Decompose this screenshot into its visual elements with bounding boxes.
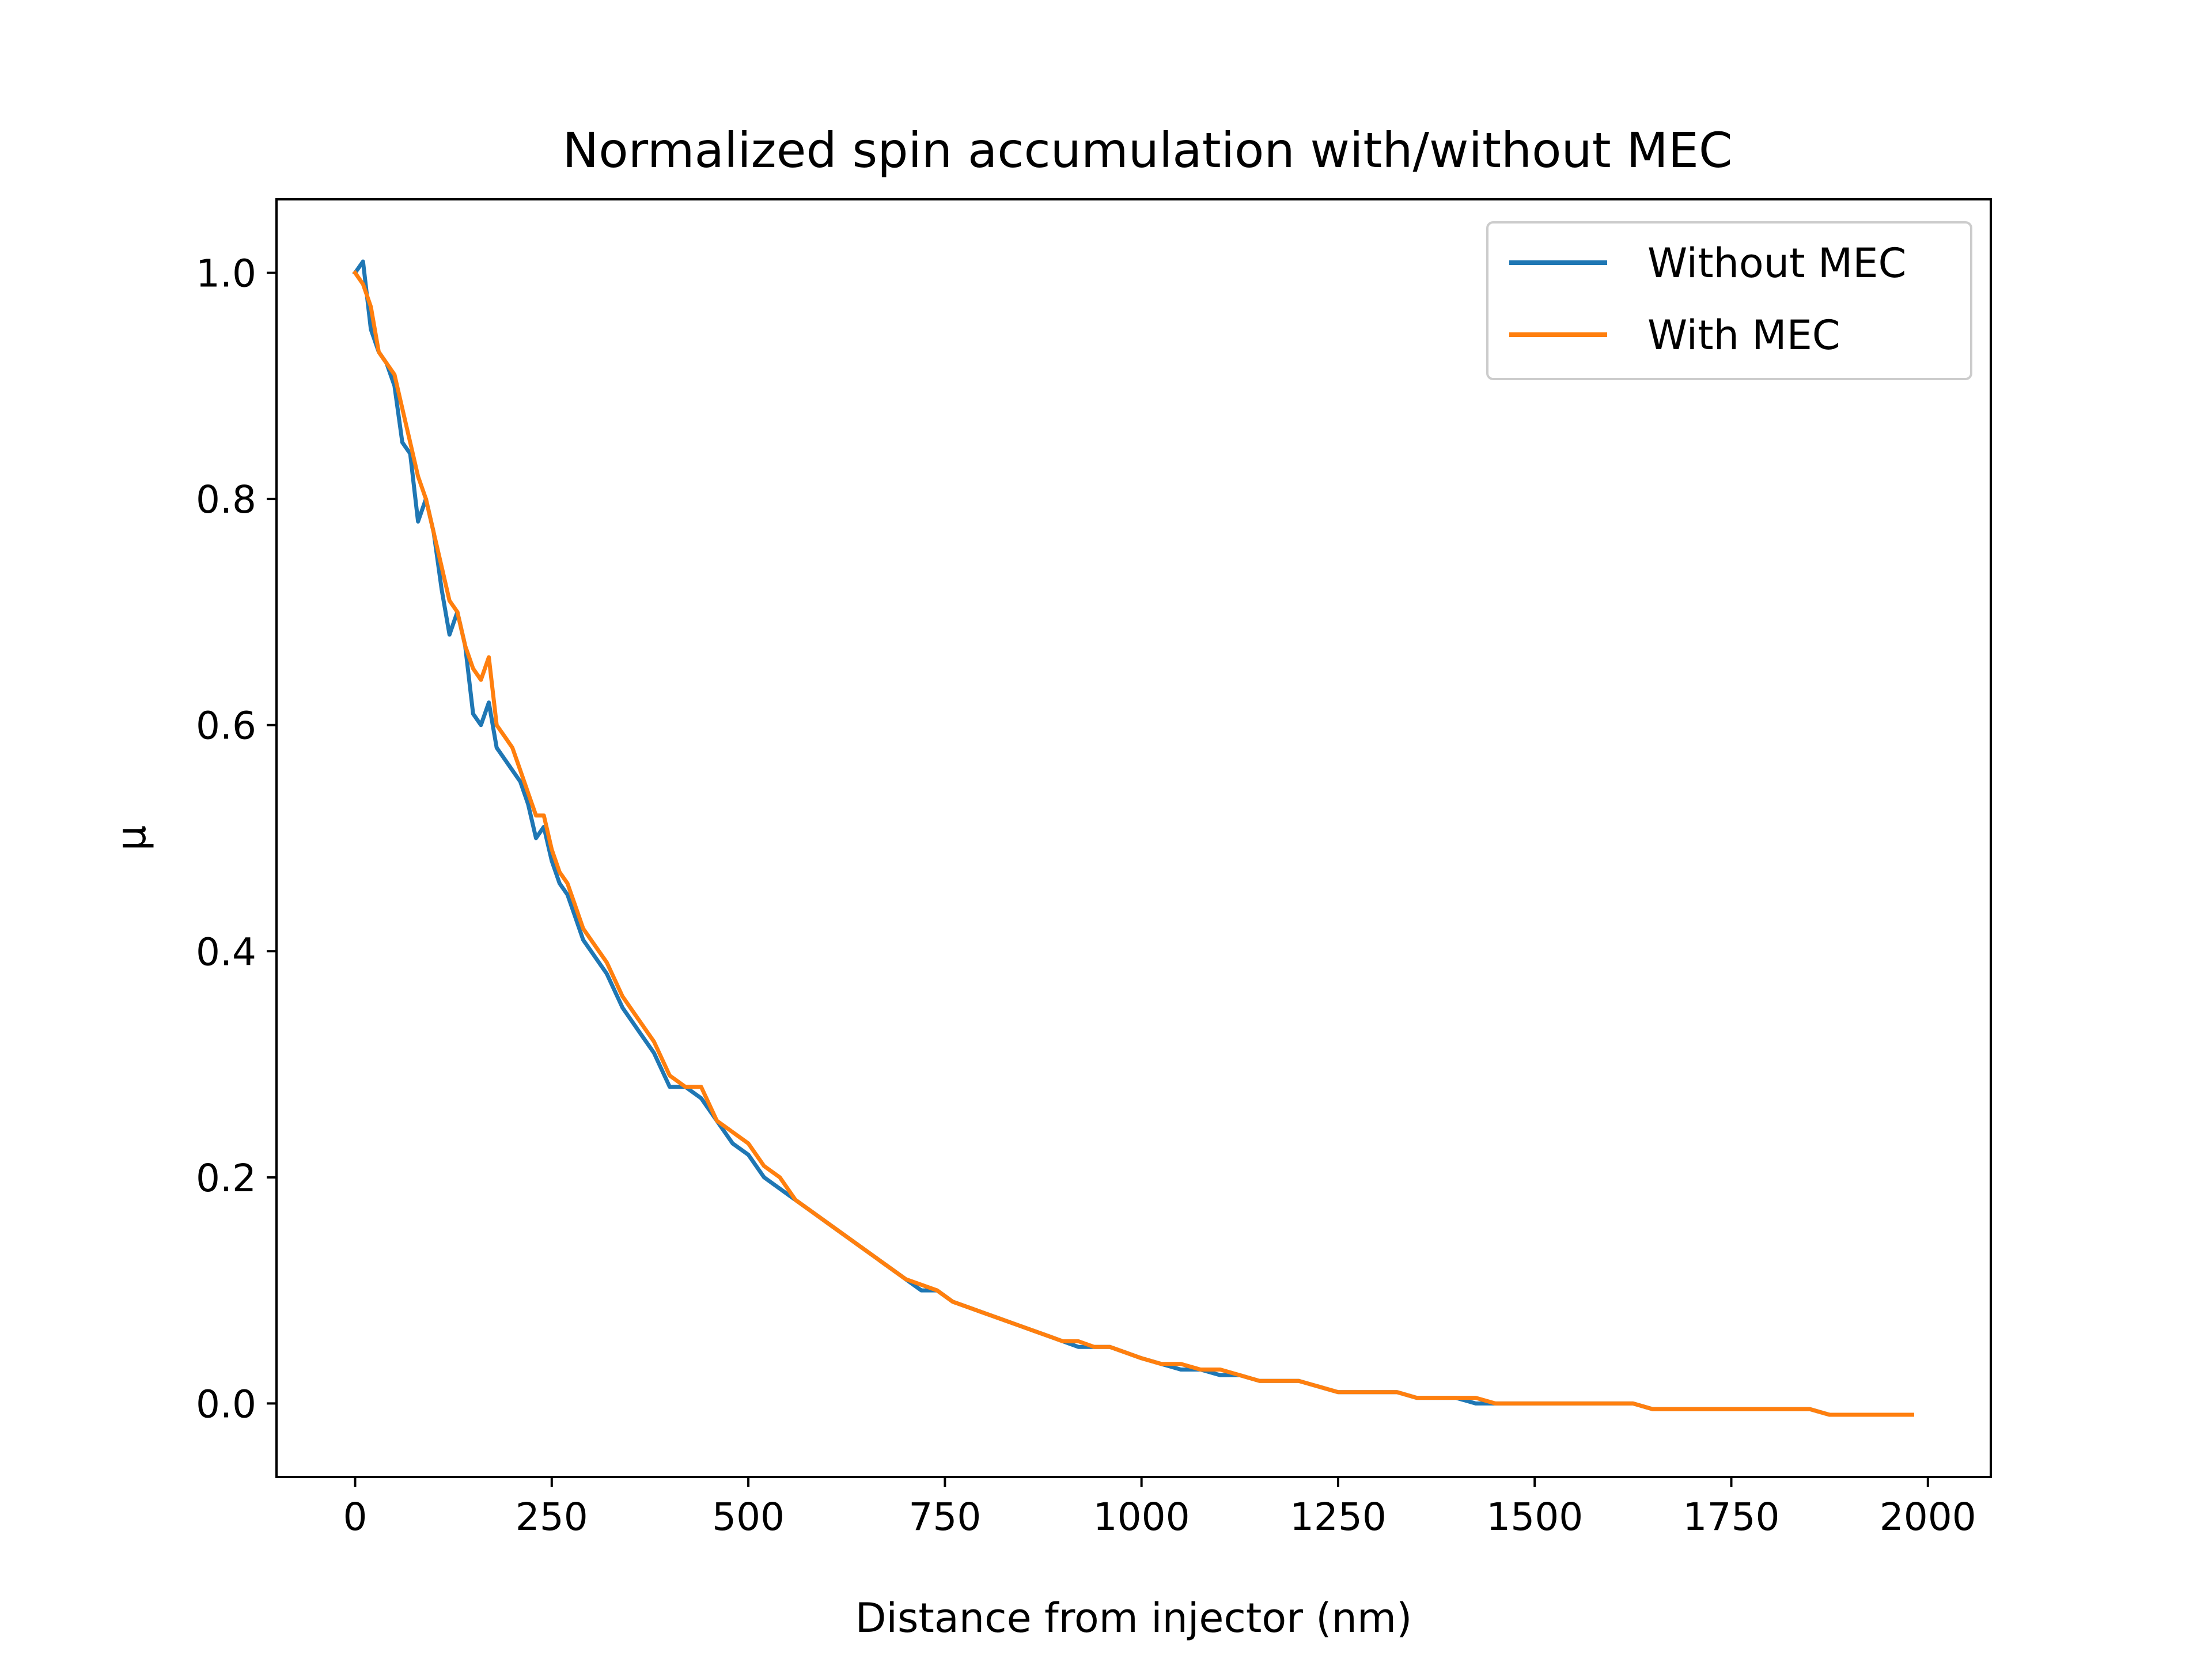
x-tick-label-250: 250 [516, 1495, 588, 1539]
x-tick-label-2000: 2000 [1880, 1495, 1976, 1539]
axes-frame [275, 198, 1992, 1478]
y-tick-label-0.2: 0.2 [196, 1156, 256, 1200]
x-tick-label-1250: 1250 [1290, 1495, 1387, 1539]
series-layer [352, 259, 1914, 1417]
plot-area [275, 198, 1992, 1478]
y-axis: 0.0 0.2 0.4 0.6 0.8 1.0 [196, 252, 276, 1426]
x-tick-label-1500: 1500 [1486, 1495, 1583, 1539]
x-tick-label-500: 500 [712, 1495, 785, 1539]
x-axis: 0 250 500 750 1000 1250 1500 1750 2000 [343, 1477, 1976, 1539]
legend-label-with-mec: With MEC [1647, 312, 1840, 359]
y-tick-label-0.8: 0.8 [196, 478, 256, 522]
x-axis-label: Distance from injector (nm) [855, 1594, 1412, 1642]
y-axis-label: μ [108, 825, 155, 851]
x-tick-label-1000: 1000 [1093, 1495, 1190, 1539]
y-tick-label-0.4: 0.4 [196, 930, 256, 974]
y-tick-label-1.0: 1.0 [196, 252, 256, 296]
legend: Without MEC With MEC [1486, 221, 1972, 380]
legend-label-without-mec: Without MEC [1647, 240, 1906, 287]
x-tick-label-1750: 1750 [1683, 1495, 1780, 1539]
chart-title: Normalized spin accumulation with/withou… [562, 122, 1732, 179]
series-line-with-mec [352, 270, 1914, 1417]
legend-frame [1486, 221, 1972, 380]
x-tick-label-750: 750 [908, 1495, 981, 1539]
y-tick-label-0.0: 0.0 [196, 1382, 256, 1426]
x-tick-label-0: 0 [343, 1495, 368, 1539]
y-tick-label-0.6: 0.6 [196, 704, 256, 748]
